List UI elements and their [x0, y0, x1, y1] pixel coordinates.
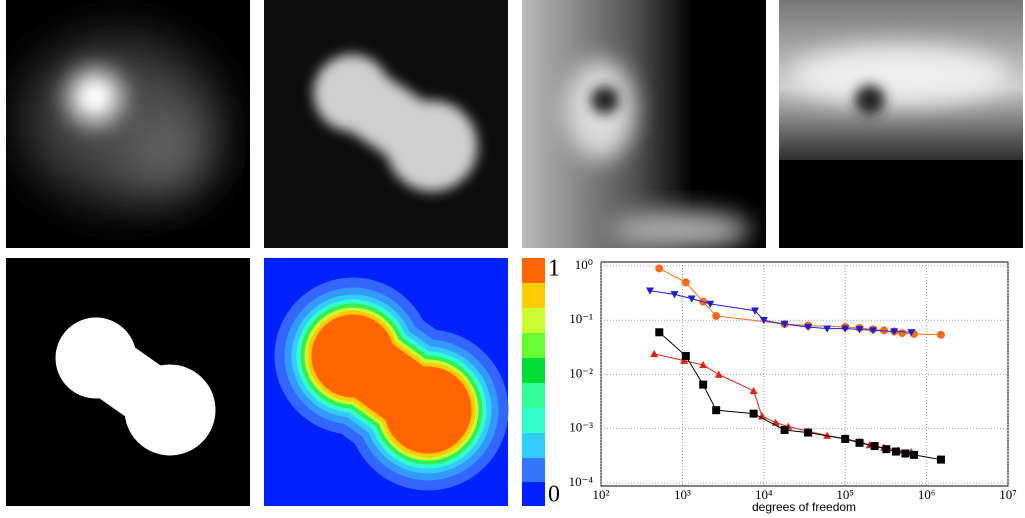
- page: 1 0 degrees of freedom 10²10³10⁴10⁵10⁶10…: [0, 0, 1025, 518]
- colorbar-min-label: 0: [548, 482, 560, 508]
- figure: 1 0 degrees of freedom 10²10³10⁴10⁵10⁶10…: [0, 0, 1025, 518]
- point: [898, 329, 906, 337]
- point: [682, 278, 690, 286]
- point: [882, 445, 890, 453]
- point: [781, 426, 789, 434]
- colorbar-max-label: 1: [548, 256, 560, 282]
- y-tick-label: 10⁻⁴: [569, 474, 594, 489]
- point: [856, 439, 864, 447]
- plot-frame: [601, 262, 1008, 486]
- point: [655, 264, 663, 272]
- x-tick-label: 10⁵: [836, 487, 854, 502]
- x-axis-label: degrees of freedom: [752, 500, 856, 514]
- panel-contours: [264, 258, 508, 506]
- x-tick-label: 10⁷: [999, 487, 1017, 502]
- point: [937, 456, 945, 464]
- y-tick-label: 10⁻²: [569, 365, 593, 380]
- point: [682, 352, 690, 360]
- panel-density: [6, 0, 250, 248]
- panel-field-a: [522, 0, 766, 250]
- point: [712, 406, 720, 414]
- point: [871, 442, 879, 450]
- panel-blurred-shape: [264, 0, 508, 248]
- y-tick-label: 10⁰: [575, 257, 593, 272]
- y-tick-label: 10⁻³: [569, 420, 593, 435]
- point: [750, 410, 758, 418]
- point: [892, 448, 900, 456]
- point: [901, 449, 909, 457]
- panel-mask: [6, 258, 250, 506]
- colorbar: 1 0: [522, 256, 560, 508]
- x-tick-label: 10²: [593, 487, 610, 502]
- point: [910, 451, 918, 459]
- point: [804, 429, 812, 437]
- point: [841, 435, 849, 443]
- point: [699, 381, 707, 389]
- panel-field-b: [779, 0, 1023, 248]
- x-tick-label: 10³: [674, 487, 691, 502]
- y-tick-label: 10⁻¹: [569, 311, 593, 326]
- point: [712, 312, 720, 320]
- point: [937, 331, 945, 339]
- x-tick-label: 10⁶: [918, 487, 936, 502]
- x-tick-label: 10⁴: [755, 487, 773, 502]
- point: [655, 328, 663, 336]
